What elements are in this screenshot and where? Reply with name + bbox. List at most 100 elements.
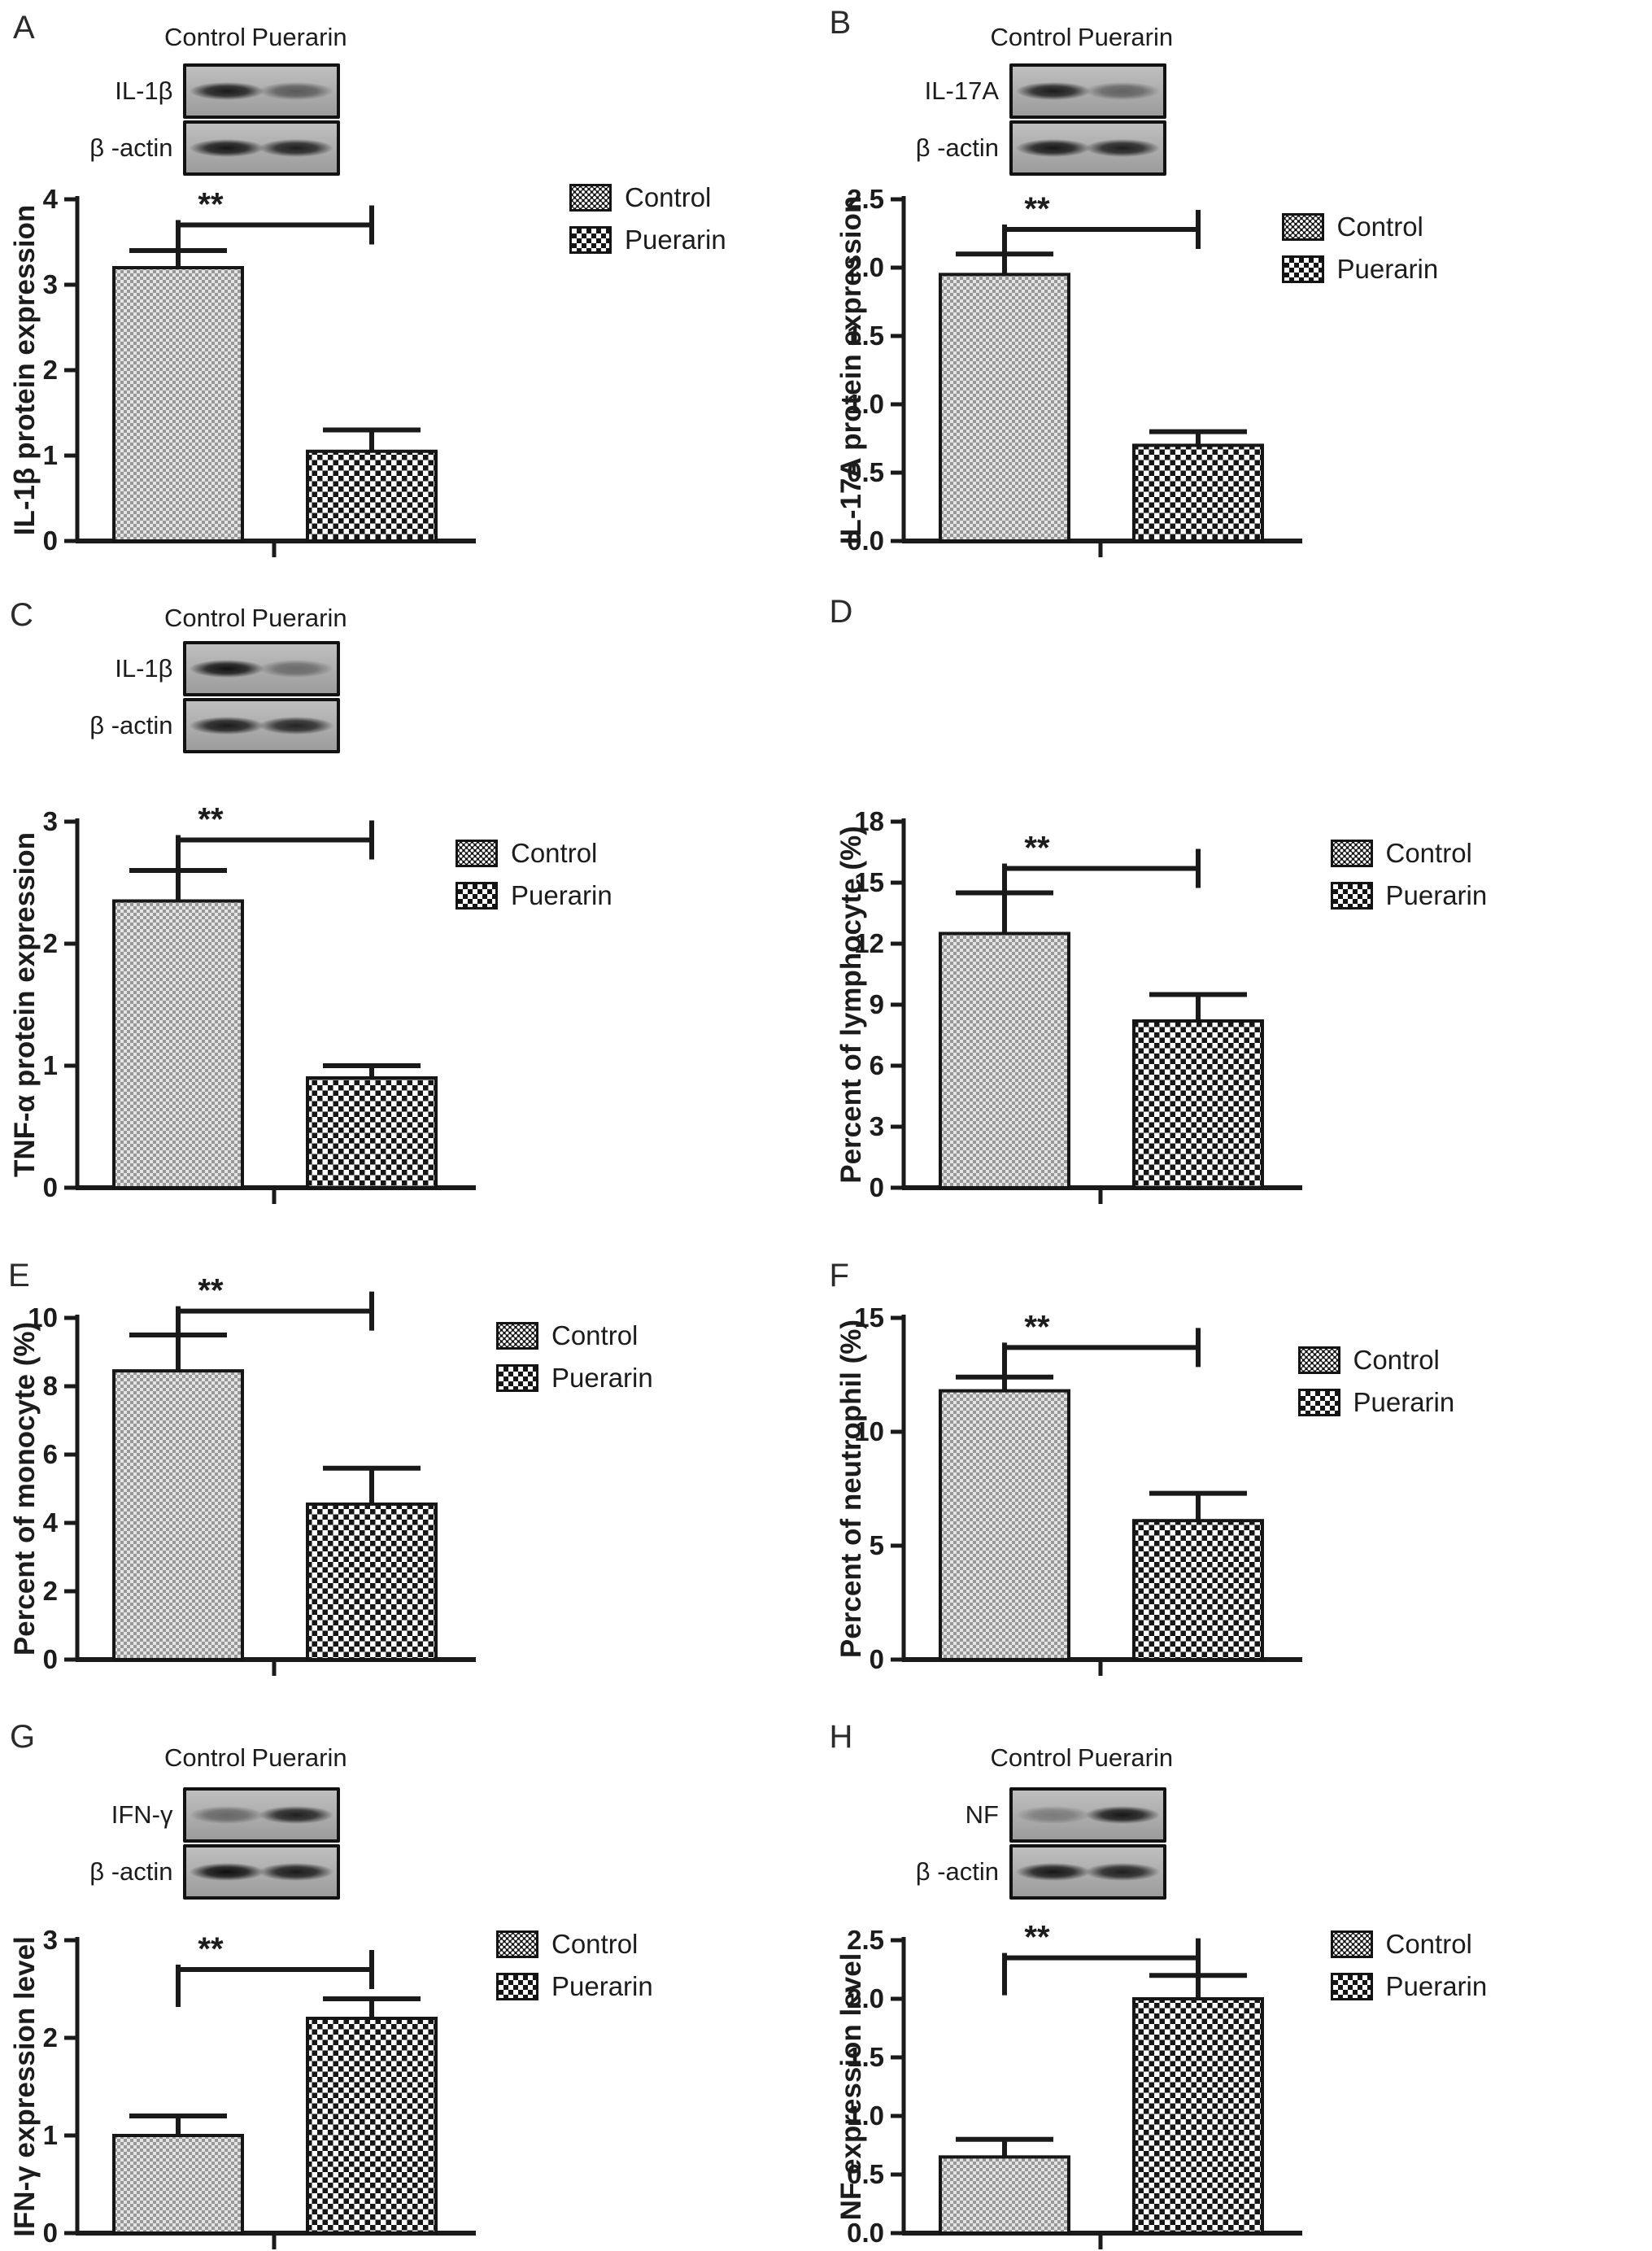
significance-label: ** [198, 187, 224, 223]
control-pattern-swatch [1330, 1930, 1373, 1958]
legend-label: Puerarin [1385, 880, 1488, 910]
legend-label: Control [1385, 1929, 1472, 1959]
panel-H: H Control Puerarin NF β -actin 0.0 0.5 1.0 1.5 2.… [826, 1696, 1652, 2251]
legend: Control Puerarin [496, 1929, 653, 2015]
y-tick-label: 0.5 [847, 2159, 884, 2189]
bar-puerarin [306, 1502, 438, 1661]
y-tick-label: 0 [43, 2218, 58, 2248]
y-axis-label: IFN-γ expression level [9, 1936, 41, 2237]
legend-item-control: Control [455, 838, 612, 868]
panel-D: D 0 3 6 9 12 15 18 Percent of lymphocyte (%) ** Co… [826, 578, 1652, 1245]
y-tick-label: 3 [43, 1925, 58, 1955]
legend: Control Puerarin [1297, 1345, 1455, 1431]
legend: Control Puerarin [1330, 838, 1488, 924]
y-tick-label: 2.0 [847, 1983, 884, 2013]
legend-item-control: Control [496, 1320, 653, 1350]
significance-label: ** [1024, 831, 1050, 866]
y-tick-label: 1 [43, 440, 58, 470]
panel-G: G Control Puerarin IFN-γ β -actin 0 1 2 3 IFN-γ e… [0, 1696, 826, 2251]
y-tick-label: 3 [43, 806, 58, 836]
significance-label: ** [198, 1931, 224, 1967]
bar-puerarin [1131, 1019, 1264, 1189]
y-tick-label: 1.5 [847, 321, 884, 351]
bar-control [938, 931, 1070, 1189]
y-tick-label: 2 [43, 2022, 58, 2053]
y-tick-label: 10 [28, 1302, 58, 1333]
legend-label: Puerarin [551, 1971, 653, 2001]
control-pattern-swatch [569, 184, 612, 212]
bar-control [938, 273, 1070, 543]
bar-control [112, 1369, 244, 1661]
panel-letter: F [829, 1258, 849, 1293]
bar-puerarin [1131, 1519, 1264, 1662]
legend-item-control: Control [569, 182, 726, 212]
puerarin-pattern-swatch [569, 226, 612, 254]
puerarin-pattern-swatch [1297, 1389, 1340, 1416]
y-tick-label: 4 [43, 184, 59, 214]
y-tick-label: 2 [43, 928, 58, 958]
significance-label: ** [1024, 1309, 1050, 1345]
puerarin-pattern-swatch [496, 1364, 538, 1392]
panel-E: E 0 2 4 6 8 10 Percent of monocyte (%) ** Control… [0, 1245, 826, 1696]
legend-item-puerarin: Puerarin [496, 1971, 653, 2001]
legend-label: Puerarin [1353, 1387, 1455, 1417]
legend-label: Control [511, 838, 598, 868]
control-pattern-swatch [1281, 213, 1324, 241]
y-tick-label: 1.0 [847, 389, 884, 419]
legend-item-puerarin: Puerarin [455, 880, 612, 910]
significance-label: ** [198, 1273, 224, 1309]
y-tick-label: 1 [43, 2120, 58, 2150]
legend: Control Puerarin [1281, 212, 1439, 298]
legend-item-control: Control [1281, 212, 1439, 242]
panel-A: A Control Puerarin IL-1β β -actin 0 1 2 3 4 IL-1β … [0, 0, 826, 578]
y-axis-label: TNF-α protein expression [9, 832, 41, 1177]
puerarin-pattern-swatch [1330, 1973, 1373, 2000]
y-axis-label: IL-1β protein expression [9, 205, 41, 535]
y-tick-label: 2 [43, 1576, 58, 1606]
panel-letter: G [10, 1719, 36, 1755]
control-pattern-swatch [1330, 840, 1373, 867]
y-tick-label: 18 [854, 806, 884, 836]
panel-letter: C [10, 597, 33, 633]
bar-control [938, 2155, 1070, 2236]
y-tick-label: 2.0 [847, 252, 884, 282]
bar-puerarin [1131, 1997, 1264, 2235]
y-tick-label: 0 [43, 526, 58, 556]
panel-letter: A [13, 10, 35, 46]
y-tick-label: 2.5 [847, 1925, 884, 1955]
puerarin-pattern-swatch [1330, 882, 1373, 910]
panel-letter: E [8, 1258, 30, 1293]
y-tick-label: 15 [854, 1302, 884, 1333]
y-tick-label: 4 [43, 1507, 59, 1538]
legend-item-control: Control [496, 1929, 653, 1959]
legend-label: Puerarin [625, 225, 726, 255]
significance-label: ** [1024, 1920, 1050, 1956]
y-tick-label: 5 [869, 1530, 883, 1560]
y-tick-label: 0.0 [847, 2218, 884, 2248]
y-tick-label: 15 [854, 867, 884, 897]
y-tick-label: 2 [43, 355, 58, 385]
y-tick-label: 10 [854, 1416, 884, 1446]
y-tick-label: 12 [854, 928, 884, 958]
legend-label: Control [551, 1320, 639, 1350]
y-axis-label: NF expression level [835, 1953, 867, 2221]
y-tick-label: 8 [43, 1371, 58, 1401]
legend-label: Puerarin [1336, 254, 1439, 284]
legend-item-puerarin: Puerarin [569, 225, 726, 255]
bar-puerarin [306, 449, 438, 543]
bar-control [112, 899, 244, 1189]
legend-item-puerarin: Puerarin [1330, 1971, 1487, 2001]
bar-puerarin [306, 1076, 438, 1189]
y-axis-label: Percent of lymphocyte (%) [835, 826, 867, 1184]
significance-label: ** [1024, 191, 1050, 227]
legend-item-puerarin: Puerarin [496, 1363, 653, 1393]
y-tick-label: 0.5 [847, 457, 884, 487]
puerarin-pattern-swatch [1281, 255, 1324, 283]
control-pattern-swatch [1297, 1346, 1340, 1374]
y-tick-label: 3 [43, 269, 58, 299]
control-pattern-swatch [496, 1930, 538, 1958]
legend-label: Control [1353, 1345, 1440, 1375]
legend-item-control: Control [1330, 1929, 1488, 1959]
significance-label: ** [198, 802, 224, 838]
